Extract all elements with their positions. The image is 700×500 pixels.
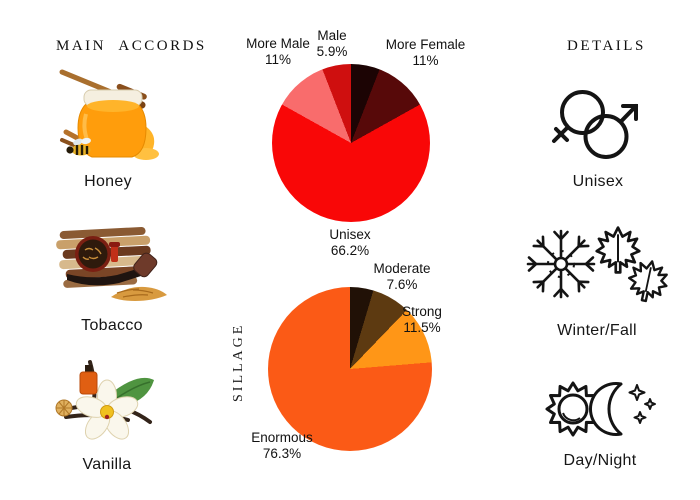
accord-label-vanilla: Vanilla: [82, 456, 132, 473]
honey-image: [52, 60, 164, 164]
sun-icon: [545, 381, 601, 437]
pie-label-strong: Strong 11.5%: [402, 304, 442, 336]
moon-icon: [588, 382, 623, 436]
pie-label-unisex: Unisex 66.2%: [329, 227, 371, 259]
pie-label-moderate: Moderate 7.6%: [373, 261, 431, 293]
gender-pie-chart: [272, 64, 430, 222]
vanilla-image: [50, 354, 164, 448]
pie-label-more-female: More Female 11%: [385, 37, 466, 69]
bee-illustration: [66, 137, 91, 156]
accord-label-tobacco: Tobacco: [81, 317, 143, 334]
snowflake-icon: [526, 229, 596, 299]
sillage-pie-chart: [268, 287, 432, 451]
accord-label-honey: Honey: [84, 173, 132, 190]
detail-label-season: Winter/Fall: [557, 322, 637, 339]
pie-label-enormous: Enormous 76.3%: [251, 430, 313, 462]
detail-label-gender: Unisex: [572, 173, 624, 190]
star-icon: [628, 384, 656, 424]
male-female-unisex-icon: [550, 82, 646, 170]
orchid-flower: [75, 379, 139, 440]
tobacco-image: [53, 224, 171, 304]
pie-label-more-male: More Male 11%: [246, 36, 310, 68]
pie-label-male: Male 5.9%: [316, 28, 348, 60]
maple-leaf-icon: [595, 226, 672, 306]
sun-moon-icon: [540, 372, 660, 442]
snowflake-maple-leaves-icon: [522, 220, 672, 306]
main-accords-title: MAIN ACCORDS: [56, 38, 207, 54]
detail-label-time: Day/Night: [563, 452, 637, 469]
sillage-axis-label: SILLAGE: [231, 322, 246, 402]
details-title: DETAILS: [567, 38, 646, 54]
